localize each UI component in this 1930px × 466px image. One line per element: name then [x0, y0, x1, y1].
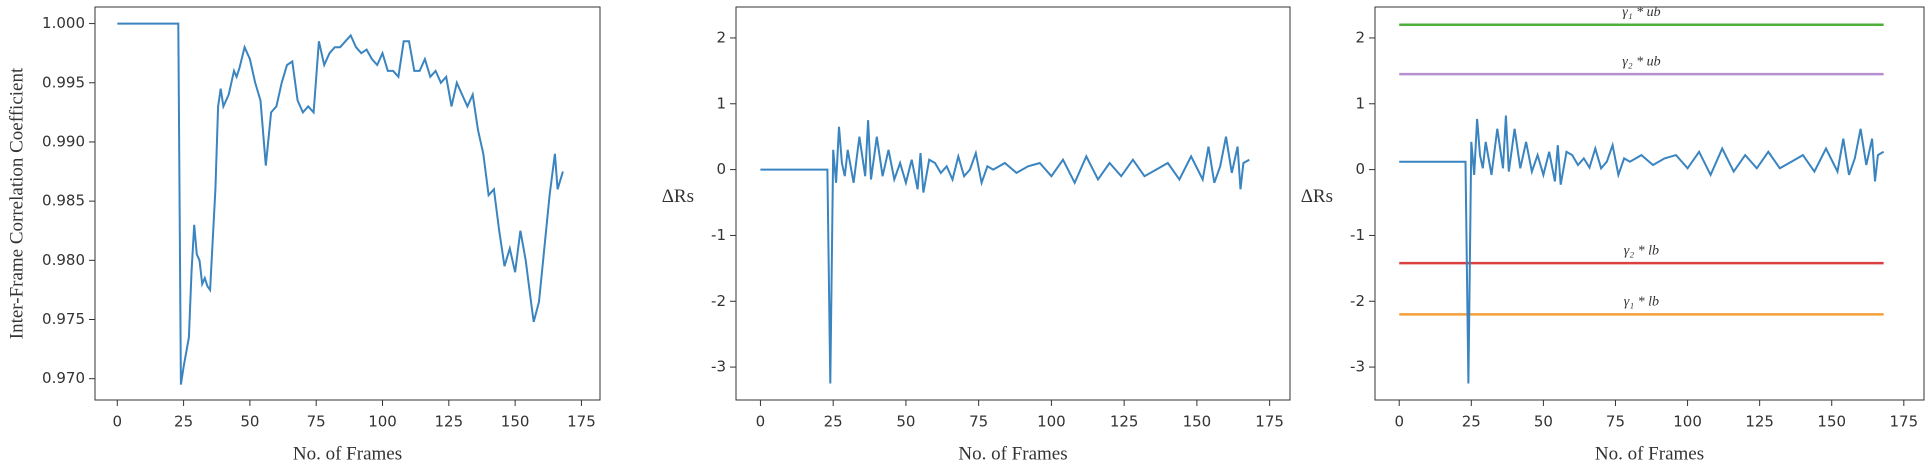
axes-frame: [94, 6, 601, 401]
x-tick-label: 100: [1037, 413, 1066, 431]
y-tick-label: 0.985: [42, 192, 85, 210]
x-tick-label: 75: [1606, 413, 1625, 431]
x-tick-label: 100: [1673, 413, 1702, 431]
x-tick-label: 150: [1817, 413, 1846, 431]
y-tick-label: 2: [716, 28, 726, 46]
x-tick-label: 0: [1394, 413, 1404, 431]
axes-frame: [1374, 6, 1925, 401]
data-line: [1399, 115, 1885, 384]
y-tick-label: 0.980: [42, 251, 85, 269]
x-tick-label: 175: [1255, 413, 1284, 431]
x-tick-label: 100: [368, 413, 397, 431]
y-tick-label: -1: [1350, 226, 1365, 244]
x-tick-label: 25: [824, 413, 843, 431]
y-tick-label: -3: [711, 358, 726, 376]
y-tick-label: 0.995: [42, 73, 85, 91]
threshold-label: γ₂ * ub: [1622, 54, 1660, 69]
x-tick-label: 25: [1462, 413, 1481, 431]
threshold-label: γ₂ * lb: [1624, 243, 1659, 258]
y-tick-label: 0: [716, 160, 726, 178]
data-line: [117, 22, 564, 385]
y-tick-label: 2: [1355, 28, 1365, 46]
x-tick-label: 125: [434, 413, 463, 431]
x-axis-label: No. of Frames: [1595, 443, 1704, 464]
x-tick-label: 175: [567, 413, 596, 431]
x-tick-label: 25: [174, 413, 193, 431]
y-axis-label: ΔRs: [1301, 186, 1333, 207]
x-tick-label: 50: [1534, 413, 1553, 431]
data-line: [760, 120, 1250, 384]
x-axis-label: No. of Frames: [958, 443, 1067, 464]
y-tick-label: 1: [1355, 94, 1365, 112]
x-tick-label: 125: [1110, 413, 1139, 431]
threshold-label: γ₁ * ub: [1622, 5, 1660, 20]
y-tick-label: -2: [1350, 292, 1365, 310]
y-tick-label: 0.990: [42, 132, 85, 150]
x-tick-label: 50: [896, 413, 915, 431]
y-tick-label: 1.000: [42, 14, 85, 32]
x-tick-label: 0: [113, 413, 123, 431]
y-axis-label: ΔRs: [662, 186, 694, 207]
x-tick-label: 0: [756, 413, 766, 431]
y-tick-label: 0.975: [42, 310, 85, 328]
axes-frame: [735, 6, 1291, 401]
x-tick-label: 150: [1183, 413, 1212, 431]
x-tick-label: 125: [1745, 413, 1774, 431]
y-tick-label: 0: [1355, 160, 1365, 178]
y-tick-label: -3: [1350, 358, 1365, 376]
x-tick-label: 50: [240, 413, 259, 431]
y-tick-label: 1: [716, 94, 726, 112]
x-tick-label: 75: [969, 413, 988, 431]
y-tick-label: 0.970: [42, 369, 85, 387]
x-tick-label: 150: [501, 413, 530, 431]
y-axis-label: Inter-Frame Correlation Coefficient: [6, 67, 27, 339]
x-tick-label: 175: [1889, 413, 1918, 431]
x-axis-label: No. of Frames: [293, 443, 402, 464]
threshold-label: γ₁ * lb: [1624, 295, 1659, 310]
x-tick-label: 75: [307, 413, 326, 431]
y-tick-label: -1: [711, 226, 726, 244]
y-tick-label: -2: [711, 292, 726, 310]
